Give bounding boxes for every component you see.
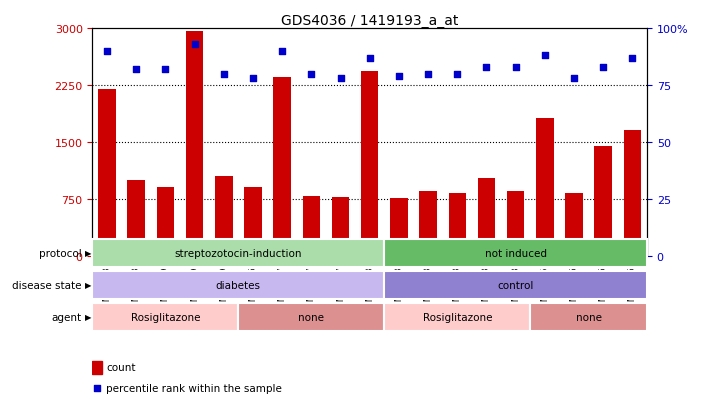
Text: diabetes: diabetes [216, 280, 261, 290]
Bar [565, 194, 583, 256]
Point [218, 71, 230, 78]
Bar [594, 146, 612, 256]
Point [131, 66, 142, 73]
Point [189, 41, 201, 48]
Point [102, 48, 113, 55]
Point [160, 66, 171, 73]
Text: protocol: protocol [39, 248, 82, 259]
Text: none: none [576, 312, 602, 322]
Point [92, 385, 103, 392]
FancyBboxPatch shape [530, 303, 647, 331]
Bar [92, 361, 102, 374]
Bar [156, 188, 174, 256]
Text: none: none [299, 312, 324, 322]
Bar [624, 131, 641, 256]
Bar [186, 32, 203, 256]
Point [364, 55, 375, 62]
FancyBboxPatch shape [385, 303, 530, 331]
FancyBboxPatch shape [92, 271, 385, 299]
Text: control: control [498, 280, 534, 290]
Bar [303, 197, 320, 256]
Point [422, 71, 434, 78]
Title: GDS4036 / 1419193_a_at: GDS4036 / 1419193_a_at [281, 14, 459, 28]
Point [568, 76, 579, 82]
Bar [332, 198, 349, 256]
Bar [274, 78, 291, 256]
Text: disease state: disease state [12, 280, 82, 290]
Text: agent: agent [52, 312, 82, 322]
Text: ▶: ▶ [85, 313, 92, 321]
Bar [536, 118, 554, 256]
Text: percentile rank within the sample: percentile rank within the sample [107, 383, 282, 393]
Bar [244, 188, 262, 256]
Point [393, 73, 405, 80]
FancyBboxPatch shape [238, 303, 385, 331]
Bar [127, 180, 145, 256]
FancyBboxPatch shape [385, 271, 647, 299]
Text: not induced: not induced [485, 248, 547, 259]
Bar [507, 192, 525, 256]
Bar [449, 194, 466, 256]
Point [510, 64, 521, 71]
FancyBboxPatch shape [385, 240, 647, 267]
Text: Rosiglitazone: Rosiglitazone [422, 312, 492, 322]
Point [481, 64, 492, 71]
Point [451, 71, 463, 78]
Bar [390, 199, 407, 256]
Point [539, 53, 550, 59]
FancyBboxPatch shape [92, 303, 238, 331]
Bar [98, 90, 116, 256]
Point [335, 76, 346, 82]
Text: streptozotocin-induction: streptozotocin-induction [175, 248, 302, 259]
Point [247, 76, 259, 82]
Point [597, 64, 609, 71]
Bar [419, 192, 437, 256]
Text: ▶: ▶ [85, 281, 92, 290]
Text: ▶: ▶ [85, 249, 92, 258]
Point [626, 55, 638, 62]
Bar [478, 179, 496, 256]
Point [306, 71, 317, 78]
Bar [215, 177, 232, 256]
Text: count: count [107, 363, 136, 373]
Point [277, 48, 288, 55]
Text: Rosiglitazone: Rosiglitazone [131, 312, 201, 322]
FancyBboxPatch shape [92, 240, 385, 267]
Bar [361, 72, 378, 256]
